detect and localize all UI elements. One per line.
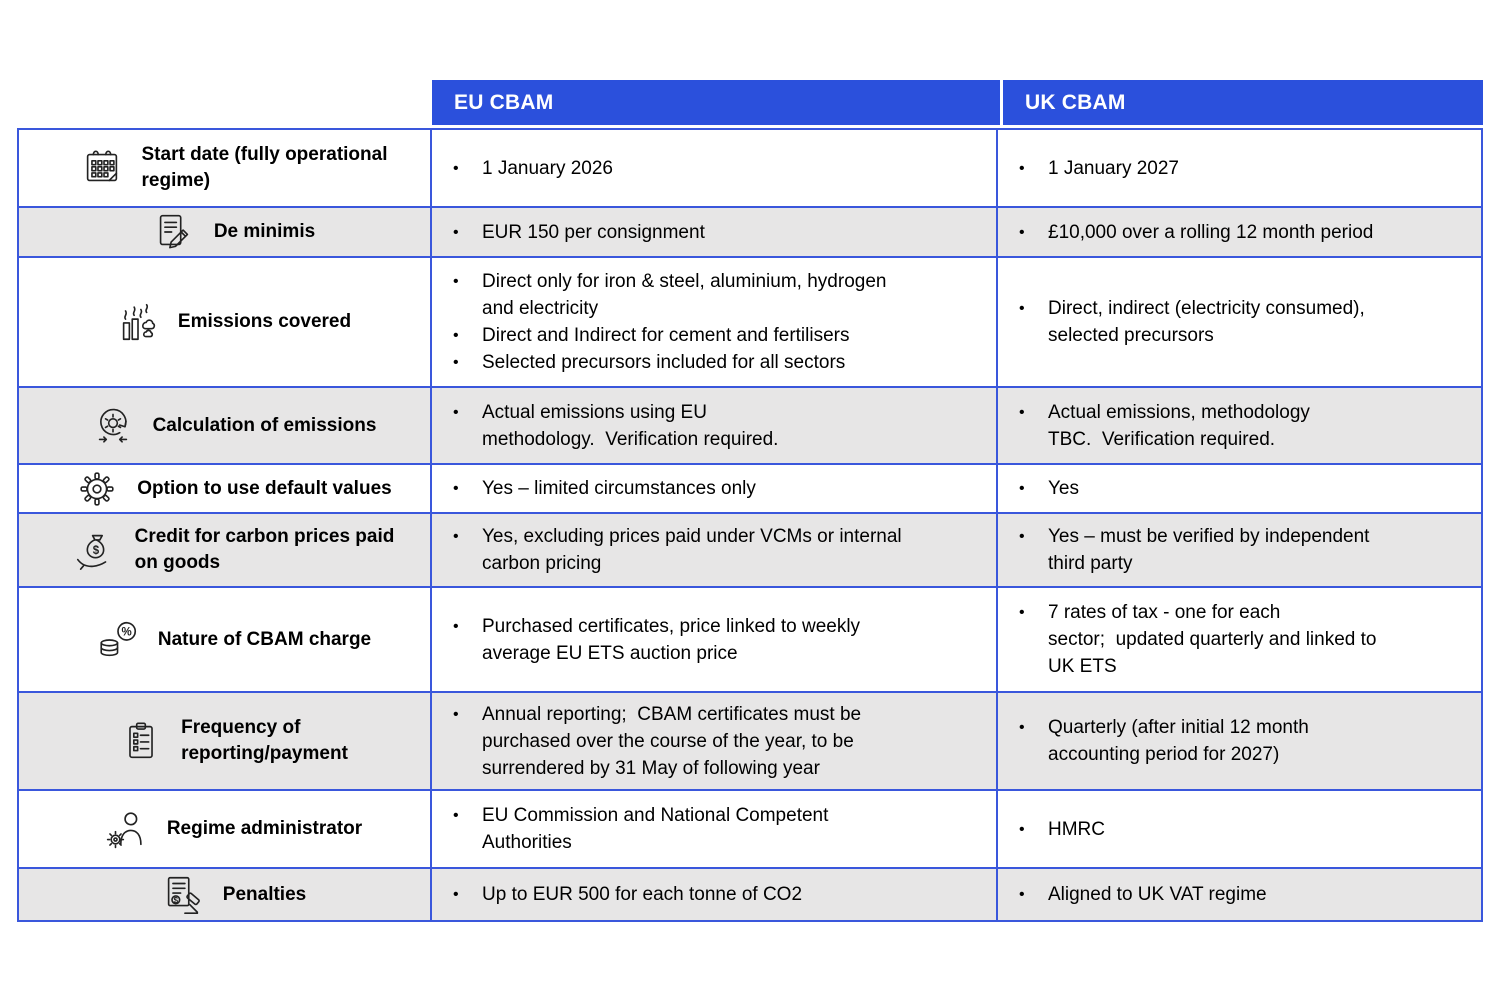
table-row: Emissions covered Direct only for iron &… <box>19 258 1481 388</box>
document-pencil-icon <box>147 209 201 255</box>
row-label: De minimis <box>213 221 316 242</box>
table-row: De minimis EUR 150 per consignment £10,0… <box>19 208 1481 258</box>
svg-text:$: $ <box>173 895 178 904</box>
table-row: Calculation of emissions Actual emission… <box>19 388 1481 465</box>
row-label: Start date (fully operational regime) <box>141 144 388 191</box>
eu-value-cell: Purchased certificates, price linked to … <box>432 588 998 691</box>
svg-text:%: % <box>121 626 131 638</box>
eu-value-cell: Direct only for iron & steel, aluminium,… <box>432 258 998 386</box>
bullet-item: £10,000 over a rolling 12 month period <box>1019 219 1465 246</box>
row-label: Nature of CBAM charge <box>157 628 372 650</box>
bullet-item: EU Commission and National Competent Aut… <box>453 802 980 856</box>
table-row: % Nature of CBAM charge Purchased certif… <box>19 588 1481 693</box>
row-label-cell: Emissions covered <box>19 258 432 386</box>
bullet-item: Yes – must be verified by independent th… <box>1019 523 1465 577</box>
bullet-item: Up to EUR 500 for each tonne of CO2 <box>453 881 980 908</box>
bullet-item: Annual reporting; CBAM certificates must… <box>453 701 980 782</box>
gear-icon <box>70 466 124 512</box>
row-label: Frequency of reporting/payment <box>181 717 348 764</box>
bullet-item: EUR 150 per consignment <box>453 219 980 246</box>
uk-value-cell: £10,000 over a rolling 12 month period <box>998 208 1481 256</box>
bullet-item: Yes – limited circumstances only <box>453 475 980 502</box>
table-row: Start date (fully operational regime) 1 … <box>19 130 1481 208</box>
eu-value-cell: Actual emissions using EU methodology. V… <box>432 388 998 463</box>
row-label-cell: Frequency of reporting/payment <box>19 693 432 789</box>
factory-emissions-icon <box>111 299 165 345</box>
bullet-item: Direct only for iron & steel, aluminium,… <box>453 268 980 322</box>
table-header-row: EU CBAM UK CBAM <box>17 80 1483 125</box>
row-label: Credit for carbon prices paid on goods <box>134 526 395 573</box>
uk-value-cell: Actual emissions, methodology TBC. Verif… <box>998 388 1481 463</box>
header-eu-cbam: EU CBAM <box>432 80 1000 125</box>
uk-value-cell: 1 January 2027 <box>998 130 1481 206</box>
bullet-item: 1 January 2027 <box>1019 155 1465 182</box>
bullet-item: Purchased certificates, price linked to … <box>453 613 980 667</box>
bullet-item: Aligned to UK VAT regime <box>1019 881 1465 908</box>
eu-value-cell: Yes, excluding prices paid under VCMs or… <box>432 514 998 586</box>
row-label: Calculation of emissions <box>152 414 377 436</box>
table-row: Frequency of reporting/payment Annual re… <box>19 693 1481 791</box>
table-row: Option to use default values Yes – limit… <box>19 465 1481 514</box>
bullet-item: Quarterly (after initial 12 month accoun… <box>1019 714 1465 768</box>
row-label: Emissions covered <box>177 311 352 332</box>
eu-value-cell: Annual reporting; CBAM certificates must… <box>432 693 998 789</box>
eu-value-cell: 1 January 2026 <box>432 130 998 206</box>
bullet-item: Actual emissions, methodology TBC. Verif… <box>1019 399 1465 453</box>
eu-value-cell: EU Commission and National Competent Aut… <box>432 791 998 867</box>
bullet-item: HMRC <box>1019 816 1465 843</box>
row-label-cell: Regime administrator <box>19 791 432 867</box>
uk-value-cell: Yes – must be verified by independent th… <box>998 514 1481 586</box>
bullet-item: Yes, excluding prices paid under VCMs or… <box>453 523 980 577</box>
row-label-cell: Calculation of emissions <box>19 388 432 463</box>
header-uk-cbam: UK CBAM <box>1000 80 1483 125</box>
row-label-cell: % Nature of CBAM charge <box>19 588 432 691</box>
uk-value-cell: Quarterly (after initial 12 month accoun… <box>998 693 1481 789</box>
table-body: Start date (fully operational regime) 1 … <box>17 128 1483 922</box>
uk-value-cell: HMRC <box>998 791 1481 867</box>
cbam-comparison-table: EU CBAM UK CBAM <box>17 80 1483 922</box>
bullet-item: Direct, indirect (electricity consumed),… <box>1019 295 1465 349</box>
bullet-item: 7 rates of tax - one for each sector; up… <box>1019 599 1465 680</box>
row-label: Penalties <box>222 883 307 905</box>
uk-value-cell: Yes <box>998 465 1481 512</box>
calendar-icon <box>75 145 129 191</box>
row-label: Regime administrator <box>166 818 363 839</box>
person-gear-icon <box>100 806 154 852</box>
row-label-cell: Option to use default values <box>19 465 432 512</box>
svg-text:$: $ <box>92 545 99 557</box>
row-label-cell: Start date (fully operational regime) <box>19 130 432 206</box>
bullet-item: Direct and Indirect for cement and ferti… <box>453 322 980 349</box>
coins-percent-icon: % <box>91 617 145 663</box>
bullet-item: Actual emissions using EU methodology. V… <box>453 399 980 453</box>
row-label-cell: $ Penalties <box>19 869 432 920</box>
bullet-item: Yes <box>1019 475 1465 502</box>
bullet-item: 1 January 2026 <box>453 155 980 182</box>
table-row: Regime administrator EU Commission and N… <box>19 791 1481 869</box>
row-label-cell: $ Credit for carbon prices paid on goods <box>19 514 432 586</box>
bullet-item: Selected precursors included for all sec… <box>453 349 980 376</box>
eu-value-cell: EUR 150 per consignment <box>432 208 998 256</box>
money-bag-hand-icon: $ <box>68 527 122 573</box>
table-row: $ Penalties Up to EUR 500 for each tonne… <box>19 869 1481 920</box>
row-label: Option to use default values <box>137 477 392 499</box>
eu-value-cell: Yes – limited circumstances only <box>432 465 998 512</box>
document-gavel-icon: $ <box>156 872 210 918</box>
uk-value-cell: 7 rates of tax - one for each sector; up… <box>998 588 1481 691</box>
clipboard-checklist-icon <box>114 718 168 764</box>
uk-value-cell: Direct, indirect (electricity consumed),… <box>998 258 1481 386</box>
table-row: $ Credit for carbon prices paid on goods… <box>19 514 1481 588</box>
row-label-cell: De minimis <box>19 208 432 256</box>
calculation-cycle-icon <box>86 403 140 449</box>
header-spacer-cell <box>17 80 432 125</box>
uk-value-cell: Aligned to UK VAT regime <box>998 869 1481 920</box>
eu-value-cell: Up to EUR 500 for each tonne of CO2 <box>432 869 998 920</box>
